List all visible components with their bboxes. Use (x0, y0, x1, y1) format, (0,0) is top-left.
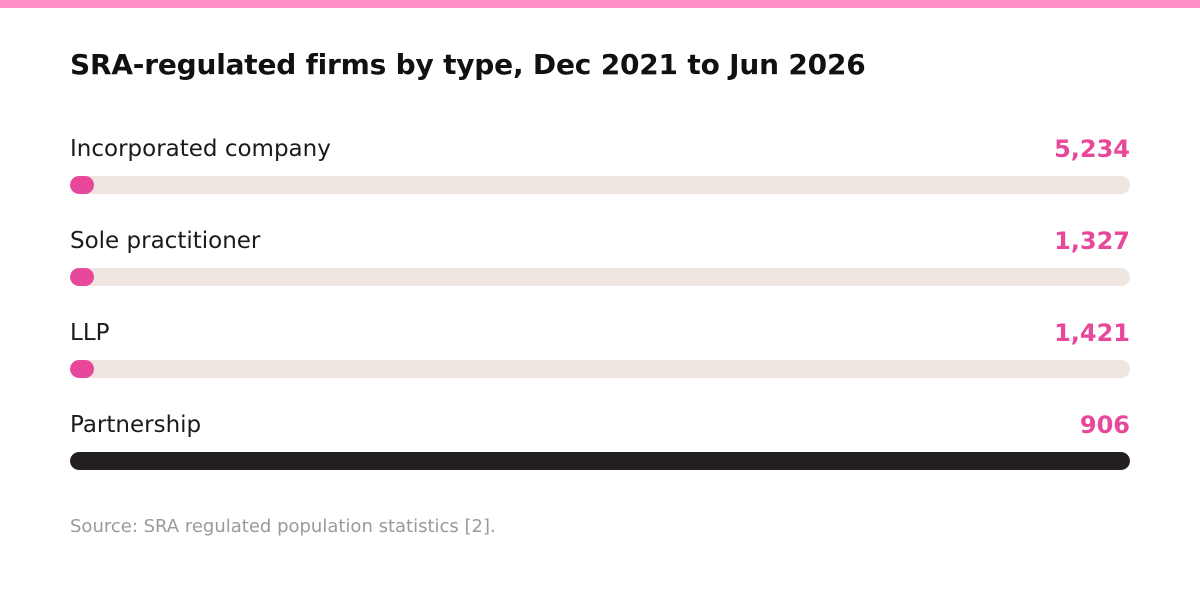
bar-track (70, 176, 1130, 194)
bar-row: Sole practitioner 1,327 (70, 226, 1130, 318)
bar-fill (70, 268, 94, 286)
bar-rows: Incorporated company 5,234 Sole practiti… (70, 134, 1130, 502)
bar-fill (70, 176, 94, 194)
top-accent-bar (0, 0, 1200, 8)
bar-track (70, 268, 1130, 286)
bar-row: LLP 1,421 (70, 318, 1130, 410)
bar-track (70, 360, 1130, 378)
bar-value-label: 1,421 (1054, 319, 1130, 347)
bar-row: Partnership 906 (70, 410, 1130, 502)
bar-value-label: 5,234 (1054, 135, 1130, 163)
bar-fill (70, 360, 94, 378)
source-note: Source: SRA regulated population statist… (70, 516, 496, 537)
bar-value-label: 906 (1079, 411, 1130, 439)
bar-label: Sole practitioner (70, 228, 261, 254)
bar-label: Partnership (70, 412, 202, 438)
chart-title: SRA-regulated firms by type, Dec 2021 to… (70, 48, 866, 81)
bar-row: Incorporated company 5,234 (70, 134, 1130, 226)
bar-label: LLP (70, 320, 110, 346)
bar-label: Incorporated company (70, 136, 331, 162)
bar-track (70, 452, 1130, 470)
bar-fill (70, 452, 1130, 470)
bar-value-label: 1,327 (1054, 227, 1130, 255)
